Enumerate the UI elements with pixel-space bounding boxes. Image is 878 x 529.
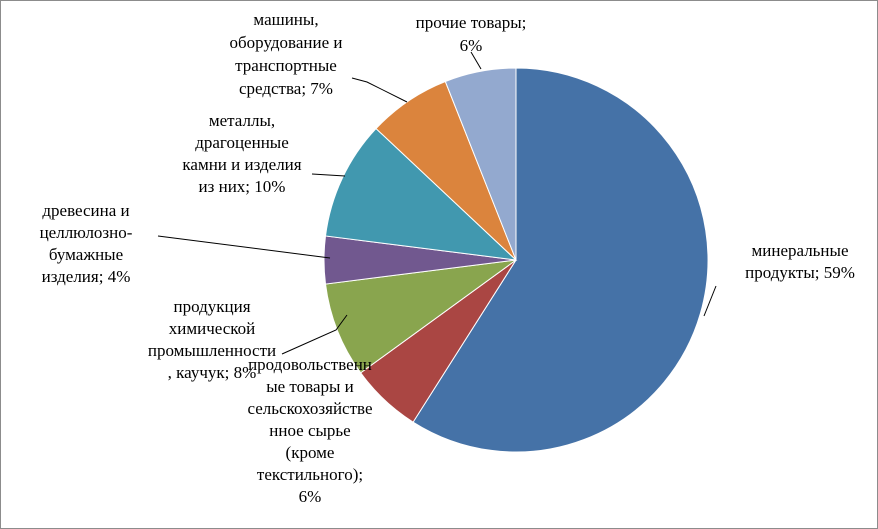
data-label-5-line-3: средства; 7% (239, 79, 333, 98)
data-label-4-line-3: из них; 10% (199, 177, 286, 196)
data-label-2-line-0: продукция (173, 297, 250, 316)
data-label-3: древесина и целлюлозно-бумажные изделия; 4… (40, 201, 133, 286)
data-label-1-line-1: ые товары и (266, 377, 354, 396)
data-label-2: продукция химической промышленности , каучу… (148, 297, 276, 382)
data-label-6-line-1: 6% (460, 36, 483, 55)
data-label-3-line-0: древесина и (42, 201, 129, 220)
data-label-2-line-1: химической (169, 319, 256, 338)
data-label-0-line-1: продукты; 59% (745, 263, 855, 282)
data-label-3-line-1: целлюлозно- (40, 223, 133, 242)
data-label-1-line-6: 6% (299, 487, 322, 506)
data-label-4-line-1: драгоценные (195, 133, 289, 152)
data-label-4: металлы, драгоценные камни и изделия из них… (182, 111, 301, 196)
data-label-4-line-0: металлы, (209, 111, 275, 130)
data-label-0-line-0: минеральные (752, 241, 849, 260)
data-label-1: продовольственн ые товары и сельскохозяйст… (248, 355, 373, 506)
data-label-5-line-1: оборудование и (230, 33, 343, 52)
data-label-2-line-3: , каучук; 8% (168, 363, 257, 382)
data-label-1-line-2: сельскохозяйстве (248, 399, 373, 418)
leader-line-5 (351, 77, 408, 103)
leader-line-6 (470, 51, 482, 70)
data-label-3-line-3: изделия; 4% (42, 267, 131, 286)
data-label-5: машины, оборудование и транспортные средств… (230, 10, 343, 98)
data-label-0: минеральные продукты; 59% (745, 241, 855, 282)
leader-line-2 (281, 314, 348, 355)
pie-slice-2 (324, 259, 517, 374)
data-label-5-line-0: машины, (253, 10, 318, 29)
data-label-1-line-5: текстильного); (257, 465, 363, 484)
data-label-5-line-2: транспортные (235, 56, 337, 75)
data-label-1-line-3: нное сырье (269, 421, 350, 440)
data-label-1-line-0: продовольственн (248, 355, 372, 374)
data-label-1-line-4: (кроме (286, 443, 335, 462)
data-label-3-line-2: бумажные (49, 245, 123, 264)
leader-line-3 (157, 235, 331, 259)
pie-slices (323, 67, 709, 453)
leader-line-4 (311, 173, 346, 177)
data-label-2-line-2: промышленности (148, 341, 276, 360)
data-labels: минеральные продукты; 59% продовольственн ы… (40, 10, 855, 506)
data-label-6: прочие товары; 6% (416, 13, 527, 55)
pie-slice-0 (412, 67, 709, 453)
leader-line-0 (703, 285, 717, 317)
data-label-6-line-0: прочие товары; (416, 13, 527, 32)
pie-slice-6 (444, 67, 517, 261)
leader-lines (157, 51, 717, 355)
pie-slice-4 (324, 127, 518, 261)
data-label-4-line-2: камни и изделия (182, 155, 301, 174)
